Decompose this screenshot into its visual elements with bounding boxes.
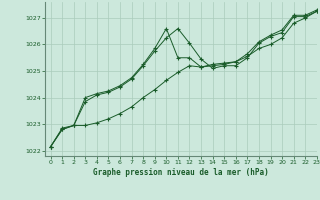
X-axis label: Graphe pression niveau de la mer (hPa): Graphe pression niveau de la mer (hPa)	[93, 168, 269, 177]
